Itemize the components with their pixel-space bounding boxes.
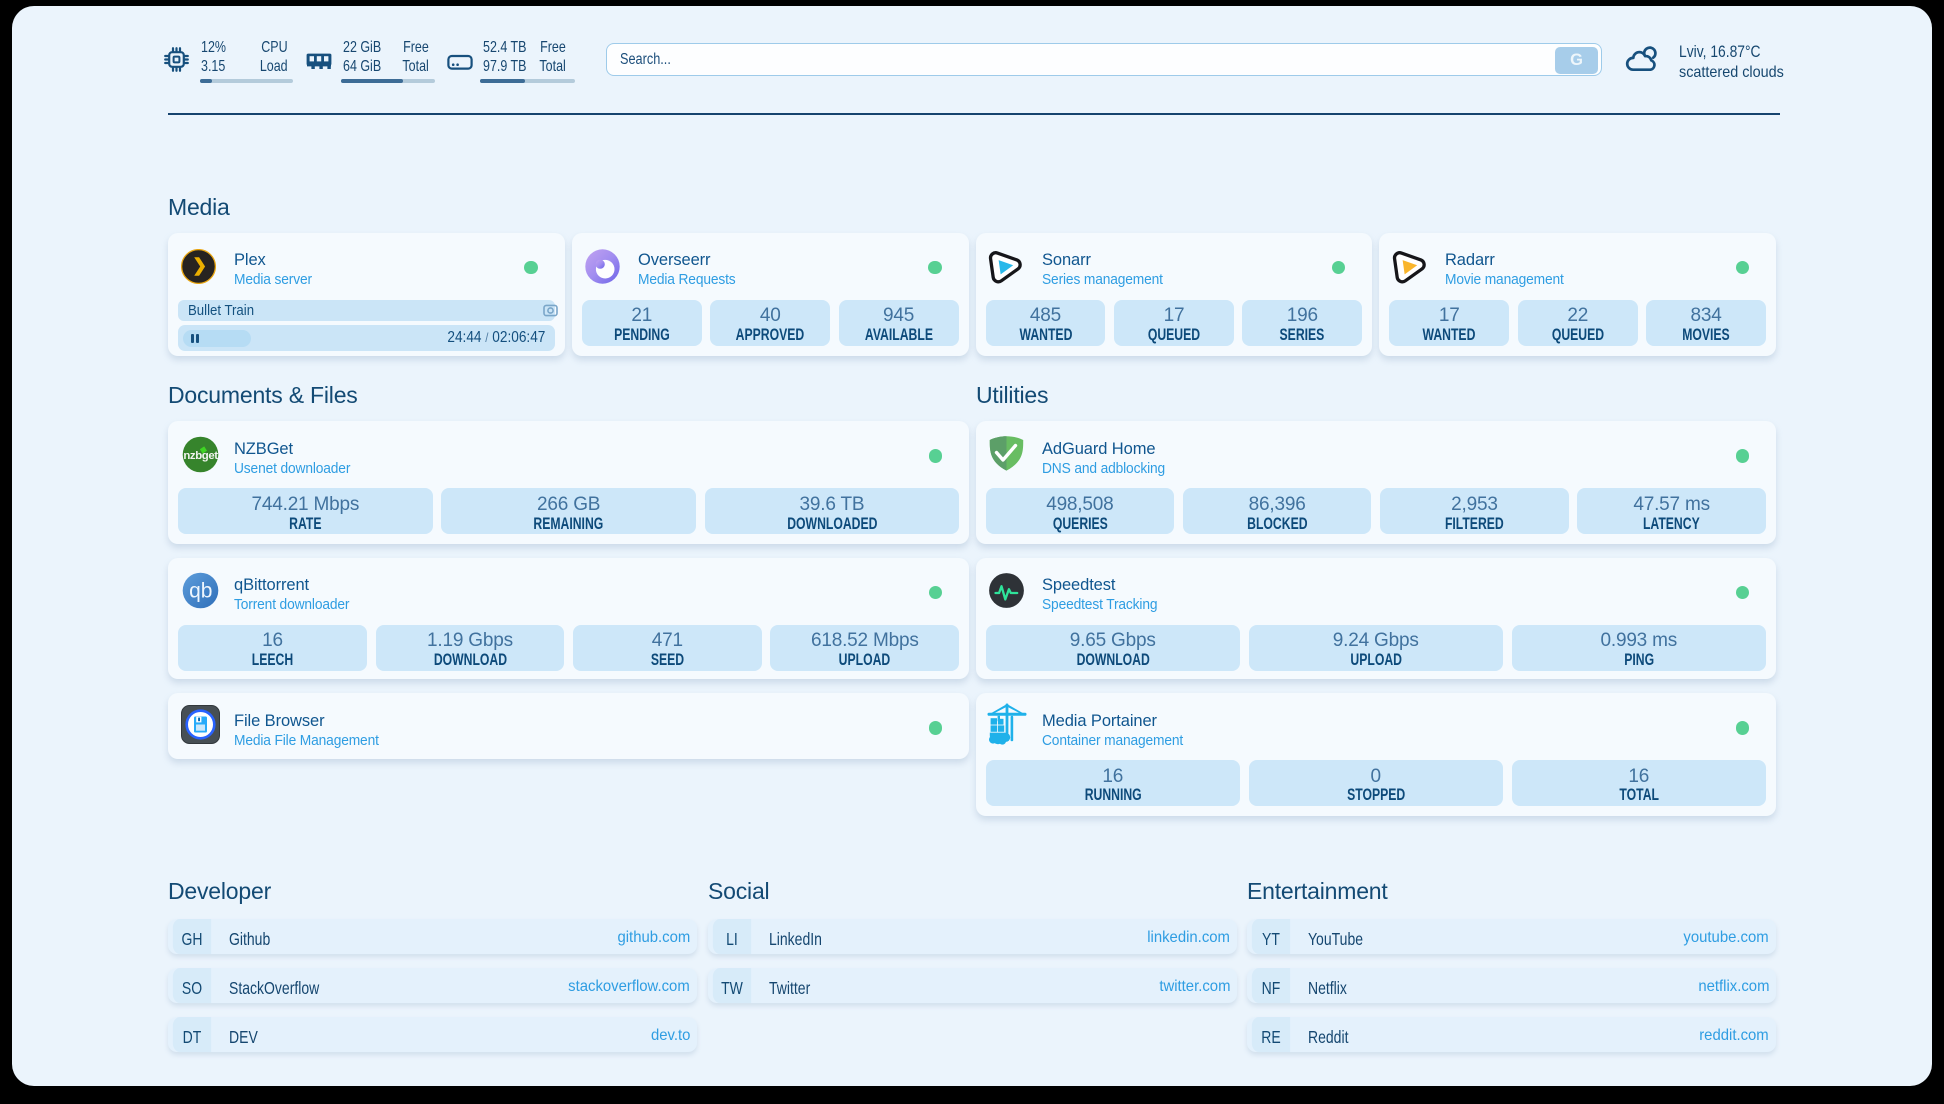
svg-text:qb: qb bbox=[189, 579, 212, 602]
svg-text:nzbget: nzbget bbox=[183, 450, 218, 462]
